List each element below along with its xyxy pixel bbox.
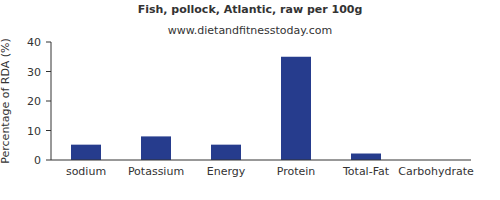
y-tick-label: 20 <box>27 95 41 108</box>
bars <box>71 57 381 160</box>
y-tick <box>46 42 51 43</box>
bar <box>211 145 241 160</box>
x-tick-label: Carbohydrate <box>398 165 474 178</box>
y-tick <box>46 160 51 161</box>
bar <box>281 57 311 160</box>
x-tick-label: Potassium <box>128 165 184 178</box>
y-axis-label: Percentage of RDA (%) <box>0 38 12 163</box>
y-tick <box>46 130 51 131</box>
y-tick-label: 0 <box>34 154 41 167</box>
y-tick-label: 10 <box>27 125 41 138</box>
subtitle: www.dietandfitnesstoday.com <box>168 24 332 37</box>
bar <box>71 145 101 160</box>
x-tick-label: Protein <box>277 165 316 178</box>
x-tick-label: sodium <box>66 165 106 178</box>
x-tick-label: Energy <box>207 165 246 178</box>
bar <box>141 136 171 160</box>
y-tick <box>46 101 51 102</box>
y-tick <box>46 71 51 72</box>
title: Fish, pollock, Atlantic, raw per 100g <box>138 3 363 16</box>
x-tick-label: Total-Fat <box>342 165 390 178</box>
y-tick-label: 40 <box>27 36 41 49</box>
x-axis <box>51 160 471 161</box>
chart: Fish, pollock, Atlantic, raw per 100g www… <box>0 0 500 200</box>
bar <box>351 154 381 160</box>
y-tick-label: 30 <box>27 66 41 79</box>
